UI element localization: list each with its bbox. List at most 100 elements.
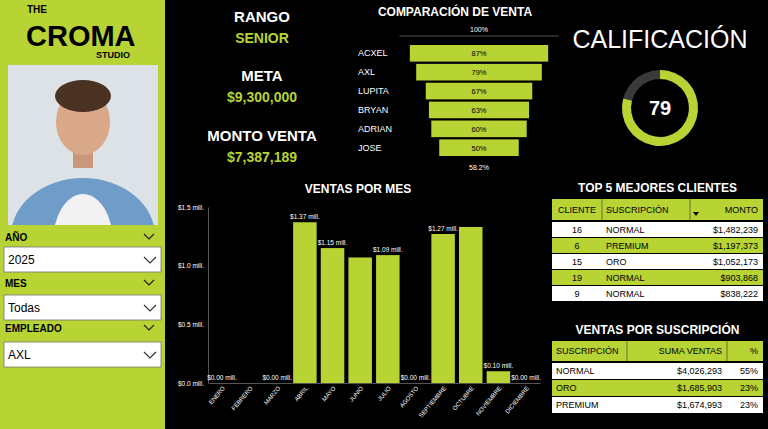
data-label: $0.10 mill. <box>484 362 514 369</box>
photo-shirt <box>53 194 113 225</box>
kpi-value: SENIOR <box>235 30 289 46</box>
category-label: JOSE <box>358 143 382 153</box>
slicer[interactable]: MES Todas <box>4 278 161 320</box>
annotation: 58.2% <box>469 164 489 171</box>
axis-line <box>209 383 541 384</box>
side-panel <box>0 0 165 429</box>
slicer-label: MES <box>5 278 27 289</box>
tick-label: OCTUBRE <box>451 385 474 411</box>
y-axis: $0.0 mill.$0.5 mill.$1.0 mill.$1.5 mill. <box>178 204 209 387</box>
kpi-value: $7,387,189 <box>227 149 297 165</box>
gauge-value: 79 <box>649 97 671 119</box>
gauge-center <box>634 82 686 134</box>
bar <box>293 222 316 383</box>
category-label: ADRIAN <box>358 124 392 134</box>
slicer-chevron[interactable] <box>144 352 156 358</box>
bar <box>514 383 537 384</box>
slicer-toggle[interactable] <box>144 280 154 285</box>
funnel-bar <box>429 102 529 119</box>
bar <box>348 257 371 383</box>
table-cell: NORMAL <box>606 289 645 299</box>
x-axis: ENEROFEBREROMARZOABRILMAYOJUNIOJULIOAGOS… <box>208 384 541 419</box>
slicer-box[interactable] <box>4 295 161 320</box>
background <box>0 0 768 429</box>
tick: $1.5 mill. <box>178 204 208 211</box>
table: VENTAS POR SUSCRIPCIÓNSUSCRIPCIÓNSUMA VE… <box>552 322 763 413</box>
slicer-label: EMPLEADO <box>5 323 62 334</box>
bar <box>487 371 510 383</box>
table-cell: $1,482,239 <box>713 225 758 235</box>
table-row <box>552 238 763 253</box>
slicer[interactable]: EMPLEADO AXL <box>4 323 161 367</box>
tick: DICIEMBRE <box>504 385 530 414</box>
data-label: $0.00 mill. <box>207 374 237 381</box>
data-label: $1.37 mill. <box>290 213 320 220</box>
tick-label: SEPTIEMBRE <box>418 385 447 418</box>
category-label: LUPITA <box>358 86 389 96</box>
slicer-value[interactable]: 2025 <box>8 253 35 267</box>
gauge <box>622 70 698 146</box>
data-label: 50% <box>471 144 486 153</box>
table-row <box>552 270 763 285</box>
category-label: ACXEL <box>358 48 388 58</box>
table-title: VENTAS POR SUSCRIPCIÓN <box>576 322 740 337</box>
tick-label: $0.5 mill. <box>178 321 204 328</box>
tick: JULIO <box>376 385 392 402</box>
bar <box>210 383 233 384</box>
brand-text: STUDIO <box>96 50 130 60</box>
table-cell: $903,868 <box>720 273 758 283</box>
kpi-label: RANGO <box>234 8 290 25</box>
bar <box>238 383 261 384</box>
table-cell: $1,674,993 <box>677 400 722 410</box>
slicer-toggle[interactable] <box>144 325 154 330</box>
tick: $0.0 mill. <box>178 380 208 387</box>
column-header: SUSCRIPCIÓN <box>606 205 669 215</box>
slicer-box[interactable] <box>4 342 161 367</box>
funnel-bar <box>426 83 533 100</box>
tick: ENERO <box>208 385 227 405</box>
data-label: $0.00 mill. <box>511 374 541 381</box>
table-row <box>552 380 763 396</box>
table-cell: 15 <box>572 257 582 267</box>
tick: MAYO <box>321 385 337 402</box>
chart-title: COMPARACIÓN DE VENTA <box>378 4 533 19</box>
slicer-value[interactable]: Todas <box>8 301 40 315</box>
data-label: 63% <box>471 106 486 115</box>
table-row <box>552 254 763 269</box>
slicer-value[interactable]: AXL <box>8 348 31 362</box>
data-label: 60% <box>471 125 486 134</box>
tick-label: JULIO <box>376 385 392 402</box>
data-label: $1.27 mill. <box>428 225 458 232</box>
sort-indicator[interactable] <box>693 212 699 216</box>
table-divider <box>727 341 728 361</box>
dashboard: THECROMASTUDIO AÑO 2025 MES Todas EMPLEADO AXL… <box>0 0 768 429</box>
tick: OCTUBRE <box>451 385 474 411</box>
bar <box>459 227 482 383</box>
slicer-chevron[interactable] <box>144 305 156 311</box>
slicer-toggle[interactable] <box>144 234 154 239</box>
tick: ABRIL <box>293 385 309 403</box>
tick: MARZO <box>263 385 282 406</box>
tick-label: ENERO <box>208 385 227 405</box>
bars <box>293 222 510 383</box>
table-row <box>552 397 763 413</box>
table-cell: NORMAL <box>556 366 595 376</box>
funnel-range-line <box>400 36 559 37</box>
brand: THECROMASTUDIO <box>26 4 136 60</box>
slicer-box[interactable] <box>4 247 161 272</box>
tick-label: DICIEMBRE <box>504 385 530 414</box>
column-header: CLIENTE <box>558 205 596 215</box>
slicer-chevron[interactable] <box>144 257 156 263</box>
annotation: 100% <box>470 26 488 33</box>
tick: AGOSTO <box>399 385 420 409</box>
tick-label: AGOSTO <box>399 385 420 409</box>
data-label: 67% <box>471 87 486 96</box>
slicer-label: AÑO <box>5 231 27 243</box>
data-labels: $0.00 mill.$0.00 mill.$1.37 mill.$1.15 m… <box>207 213 541 381</box>
table-divider <box>627 341 628 361</box>
data-label: 79% <box>471 68 486 77</box>
table-cell: NORMAL <box>606 273 645 283</box>
table-cell: 9 <box>574 289 579 299</box>
slicer[interactable]: AÑO 2025 <box>4 231 161 272</box>
table-cell: $838,222 <box>720 289 758 299</box>
